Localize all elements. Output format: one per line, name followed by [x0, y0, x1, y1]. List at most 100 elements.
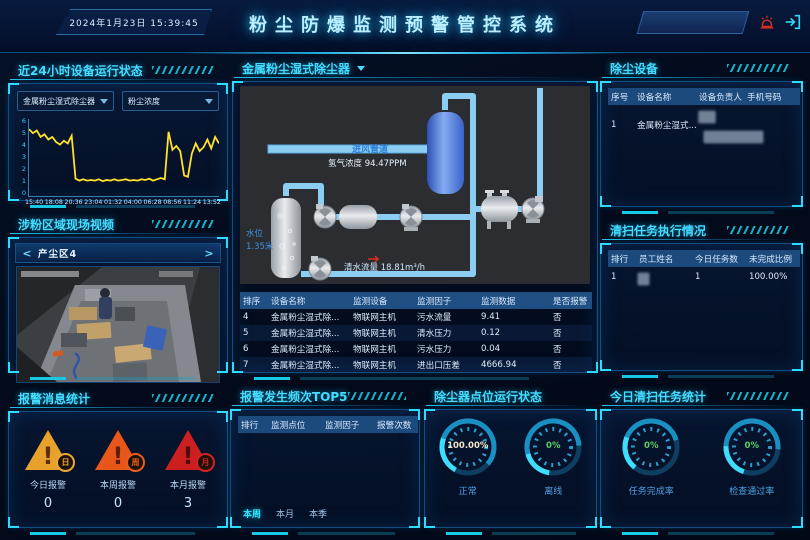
chevron-down-icon	[205, 98, 213, 104]
x-axis-ticks: 15:40 18:08 20:36 23:04 01:32 04:00 06:28 08:56…	[25, 199, 221, 206]
topbar: 2024年1月23日 15:39:45 粉尘防爆监测预警管控系统	[0, 0, 810, 54]
trend-line	[29, 119, 219, 196]
alarm-siren-icon[interactable]	[758, 13, 776, 31]
warning-triangle-icon: ! 月	[163, 428, 215, 474]
warning-triangle-icon: ! 日	[23, 428, 75, 474]
page-title: 粉尘防爆监测预警管控系统	[249, 15, 561, 36]
panel-title: 涉粉区域现场视频	[18, 217, 115, 232]
datetime-display: 2024年1月23日 15:39:45	[56, 9, 212, 35]
panel-title: 报警消息统计	[18, 391, 91, 406]
alarm-top5-panel: 报警发生频次TOP5 排行 监测点位 监测因子 报警次数 本周 本月 本季	[230, 386, 420, 535]
panel-footer-bar	[30, 377, 195, 380]
camera-name: 产尘区4	[38, 249, 78, 260]
table-header-row: 序号 设备名称 设备负责人 手机号码	[608, 88, 800, 105]
table-row[interactable]: 6 金属粉尘湿式除... 物联网主机 污水压力 0.04 否	[243, 344, 562, 355]
alarm-stat-today: ! 日 今日报警 0	[23, 428, 75, 511]
gauge-ring-icon	[622, 418, 680, 476]
panel-title: 近24小时设备运行状态	[18, 63, 143, 78]
pump-icon	[521, 196, 545, 223]
cctv-video-frame[interactable]	[16, 266, 220, 383]
hatch-decoration-icon	[152, 394, 214, 402]
period-badge: 月	[196, 453, 215, 472]
alarm-stat-label: 今日报警	[29, 481, 66, 491]
pump-icon	[308, 256, 332, 281]
panel-footer-bar	[622, 375, 775, 378]
alarm-stat-month: ! 月 本月报警 3	[163, 428, 215, 511]
alarm-stat-label: 本周报警	[99, 481, 136, 491]
device-select-value: 金属粉尘湿式除尘器	[23, 96, 95, 106]
alarm-stat-label: 本月报警	[169, 481, 206, 491]
video-panel: 涉粉区域现场视频 < 产尘区4 >	[8, 214, 228, 383]
svg-text:!: !	[113, 442, 124, 470]
tab-this-quarter[interactable]: 本季	[309, 510, 328, 520]
table-header-row: 排行 员工姓名 今日任务数 未完成比例	[608, 250, 800, 267]
tab-this-week[interactable]: 本周	[243, 510, 262, 520]
gauge-normal: 100.00% 正常	[433, 415, 503, 497]
panel-title: 除尘设备	[610, 61, 659, 76]
gauge-label: 正常	[458, 486, 477, 497]
warning-triangle-icon: ! 周	[93, 428, 145, 474]
water-tank	[271, 198, 301, 278]
tab-this-month[interactable]: 本月	[276, 510, 295, 520]
monitor-table: 排序 设备名称 监测设备 监测因子 监测数据 是否报警 4 金属粉尘湿式除... 物联网主…	[240, 292, 592, 373]
pump-icon	[313, 204, 337, 229]
hatch-decoration-icon	[152, 220, 214, 228]
panel-footer-bar	[622, 532, 775, 535]
gauge-value: 100.00%	[447, 440, 489, 451]
gauge-value: 0%	[644, 440, 659, 451]
gauge-value: 0%	[546, 440, 561, 451]
svg-text:!: !	[43, 442, 54, 470]
process-flow-diagram: 进风管道 氢气浓度 94.47PPM 水位 1.35米 清水流量 18.81m³…	[240, 86, 590, 284]
flow-rate-label: 清水流量 18.81m³/h	[344, 262, 425, 273]
panel-title: 今日清扫任务统计	[610, 389, 707, 404]
gauge-label: 任务完成率	[628, 486, 674, 497]
period-badge: 周	[126, 453, 145, 472]
gauge-task-completion: 0% 任务完成率	[616, 415, 686, 497]
prev-camera-button[interactable]: <	[22, 246, 32, 260]
device-select[interactable]: 金属粉尘湿式除尘器	[17, 91, 114, 111]
table-header-row: 排序 设备名称 监测设备 监测因子 监测数据 是否报警	[240, 292, 592, 309]
gauge-label: 离线	[544, 486, 563, 497]
right-vessel	[481, 190, 518, 229]
collector-status-panel: 除尘器点位运行状态 100.00% 正常	[424, 386, 597, 535]
gauge-ring-icon	[524, 418, 582, 476]
top5-table: 排行 监测点位 监测因子 报警次数	[238, 416, 418, 433]
table-row[interactable]: 7 金属粉尘湿式除... 物联网主机 进出口压差 4666.94 否	[240, 357, 592, 373]
water-level-label: 水位	[246, 228, 264, 239]
gauge-ring-icon	[723, 418, 781, 476]
gauge-label: 检查通过率	[729, 486, 775, 497]
scrubber-tank	[427, 112, 464, 194]
gauge-value: 0%	[744, 440, 759, 451]
horizontal-vessel	[339, 205, 377, 229]
metric-select[interactable]: 粉尘浓度	[122, 91, 219, 111]
period-badge: 日	[56, 453, 75, 472]
panel-footer-bar	[252, 532, 395, 535]
svg-text:!: !	[183, 442, 194, 470]
hatch-decoration-icon	[727, 226, 789, 234]
gas-concentration-label: 氢气浓度 94.47PPM	[328, 158, 407, 169]
logout-icon[interactable]	[784, 13, 802, 31]
hatch-decoration-icon	[727, 392, 789, 400]
today-cleaning-panel: 今日清扫任务统计 0% 任务完成率	[600, 386, 803, 535]
alarm-stat-value: 0	[43, 496, 53, 511]
table-row[interactable]: 5 金属粉尘湿式除... 物联网主机 清水压力 0.12 否	[240, 325, 592, 341]
panel-title: 金属粉尘湿式除尘器	[242, 61, 351, 76]
gauge-offline: 0% 离线	[518, 415, 588, 497]
hatch-decoration-icon	[727, 64, 789, 72]
table-row[interactable]: 4 金属粉尘湿式除... 物联网主机 污水流量 9.41 否	[243, 312, 562, 323]
panel-title: 除尘器点位运行状态	[434, 389, 543, 404]
inlet-pipe-label: 进风管道	[352, 143, 388, 155]
collector-panel: 金属粉尘湿式除尘器	[232, 58, 598, 380]
collapse-caret-icon[interactable]	[357, 65, 366, 71]
gauge-check-pass: 0% 检查通过率	[717, 415, 787, 497]
datetime-text: 2024年1月23日 15:39:45	[69, 18, 199, 29]
next-camera-button[interactable]: >	[204, 246, 214, 260]
alarm-stat-value: 0	[113, 496, 123, 511]
panel-footer-bar	[254, 377, 529, 380]
user-area[interactable]	[636, 11, 750, 34]
